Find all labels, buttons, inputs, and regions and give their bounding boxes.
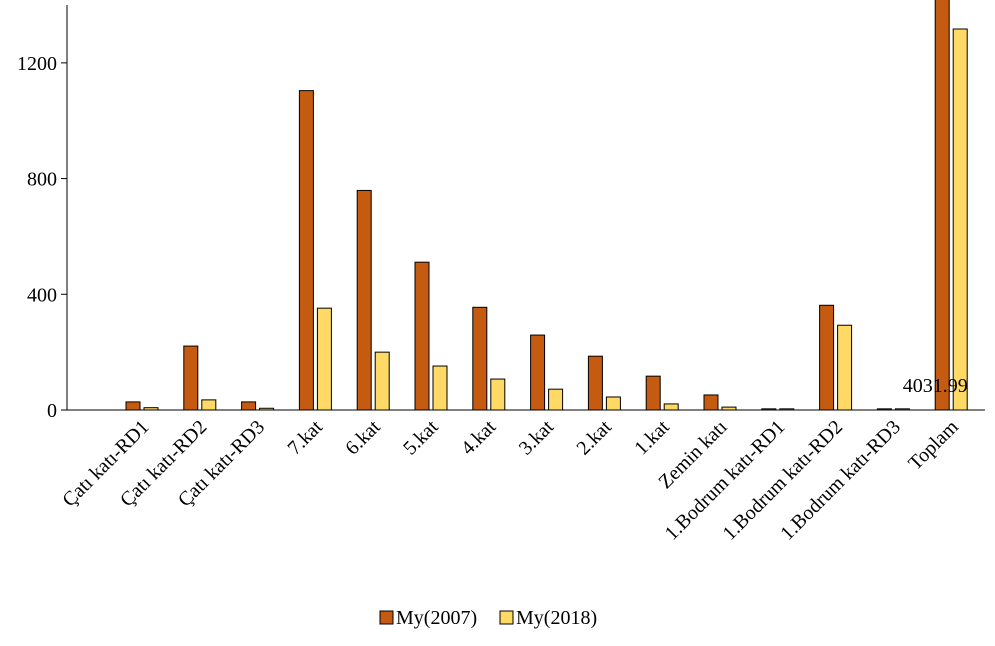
bar — [703, 394, 719, 411]
bar — [356, 189, 372, 411]
legend-swatch — [379, 610, 394, 625]
x-tick-label: 5.kat — [399, 416, 443, 460]
x-tick-label: 2.kat — [572, 416, 616, 460]
bar — [952, 28, 968, 411]
bar — [587, 355, 603, 411]
bar — [605, 396, 621, 411]
y-tick-label: 1200 — [17, 53, 57, 75]
y-tick-label: 400 — [27, 284, 57, 306]
bar — [298, 90, 314, 411]
x-tick-label: 7.kat — [283, 416, 327, 460]
bar — [374, 351, 390, 411]
bar — [490, 378, 506, 411]
bar — [934, 0, 950, 411]
bar — [645, 375, 661, 411]
bar — [432, 365, 448, 411]
bar — [183, 345, 199, 411]
bar — [414, 261, 430, 411]
bar — [201, 399, 217, 411]
bar — [663, 403, 679, 411]
data-label: 4031.99 — [903, 375, 968, 397]
bar — [316, 307, 332, 411]
legend-label: My(2018) — [516, 607, 597, 629]
x-tick-label: Toplam — [904, 416, 963, 475]
x-tick-label: 3.kat — [515, 416, 559, 460]
x-tick-label: 1.kat — [630, 416, 674, 460]
bar — [241, 401, 257, 411]
bar — [125, 401, 141, 411]
bar — [837, 324, 853, 411]
x-tick-label: 4.kat — [457, 416, 501, 460]
legend-label: My(2007) — [396, 607, 477, 629]
legend-swatch — [499, 610, 514, 625]
bar — [530, 334, 546, 411]
y-tick-label: 800 — [27, 169, 57, 191]
x-tick-label: 6.kat — [341, 416, 385, 460]
bar — [819, 304, 835, 411]
plot-area — [125, 0, 968, 411]
y-tick-label: 0 — [47, 400, 57, 422]
bar — [472, 306, 488, 411]
bar — [548, 388, 564, 411]
